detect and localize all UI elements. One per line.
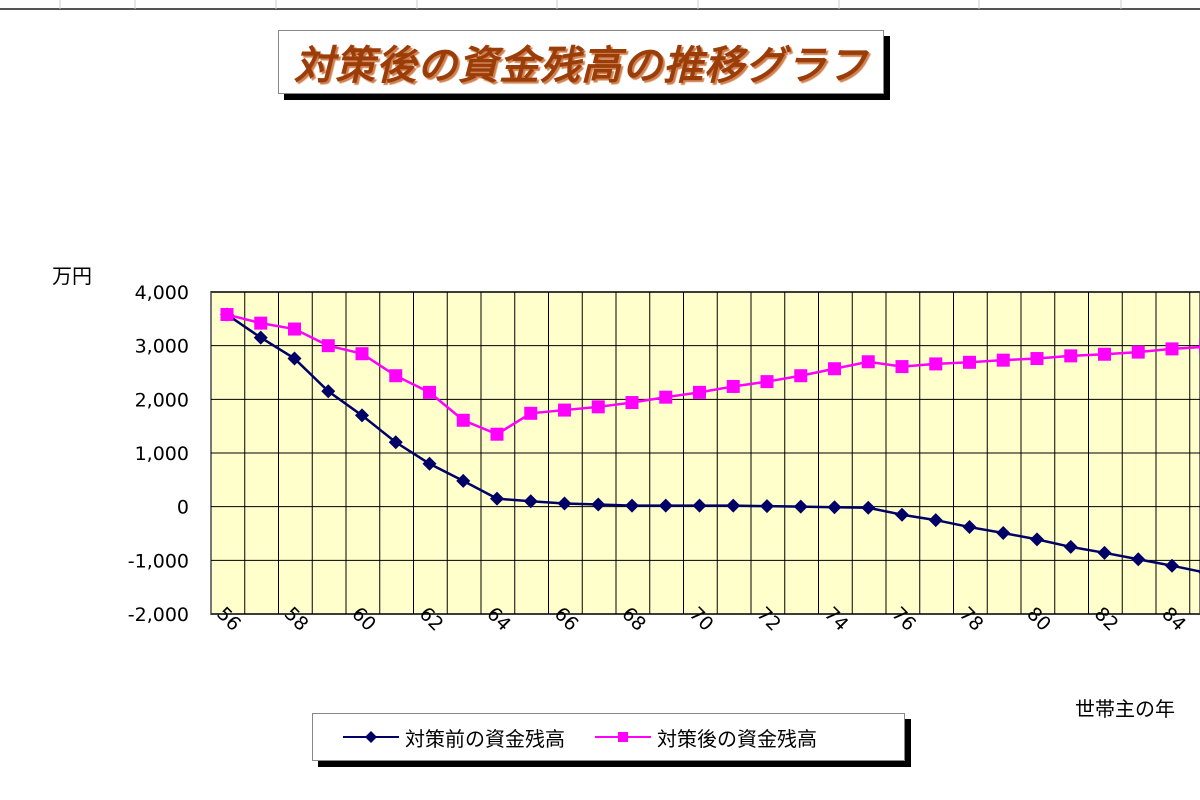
x-tick-labels: 56 58 60 62 64 66 68 70 72 74 76 78 80 82 84	[212, 603, 1190, 636]
data-point-square	[389, 369, 403, 383]
data-point-square	[996, 353, 1010, 367]
data-point-diamond	[625, 498, 639, 513]
y-tick-label: 1,000	[135, 443, 189, 465]
data-point-square	[929, 357, 943, 371]
y-tick-label: -2,000	[128, 604, 189, 626]
data-point-square	[321, 339, 335, 353]
data-point-diamond	[490, 491, 504, 506]
data-point-square	[456, 413, 470, 427]
data-point-square	[963, 355, 976, 369]
legend-label: 対策後の資金残高	[657, 726, 817, 751]
chart-title-box: 対策後の資金残高の推移グラフ	[278, 30, 884, 94]
data-point-diamond	[928, 513, 943, 528]
data-point-diamond	[523, 494, 538, 509]
data-point-diamond	[1063, 539, 1078, 554]
chart-title: 対策後の資金残高の推移グラフ	[294, 43, 868, 89]
data-point-square	[794, 369, 808, 383]
data-point-square	[423, 385, 436, 399]
data-point-diamond	[692, 498, 707, 513]
data-point-square	[524, 406, 538, 420]
data-point-square	[659, 390, 673, 404]
diamond-marker-icon	[343, 731, 399, 743]
data-point-square	[693, 385, 706, 399]
data-point-diamond	[793, 499, 808, 514]
y-tick-label: 4,000	[135, 282, 189, 304]
legend: 対策前の資金残高 対策後の資金残高	[312, 713, 905, 761]
data-point-square	[591, 400, 605, 414]
data-point-diamond	[760, 499, 774, 514]
data-point-square	[625, 396, 639, 410]
data-point-square	[254, 316, 268, 330]
data-point-diamond	[658, 498, 673, 513]
y-tick-label: -1,000	[128, 550, 189, 572]
data-point-diamond	[321, 384, 336, 399]
data-point-diamond	[726, 498, 741, 513]
data-point-diamond	[422, 456, 437, 471]
data-point-square	[1030, 352, 1044, 366]
data-point-square	[726, 379, 740, 393]
data-point-square	[1098, 347, 1111, 361]
data-point-diamond	[996, 525, 1011, 540]
data-point-square	[895, 360, 909, 374]
data-point-square	[1131, 345, 1145, 359]
data-point-diamond	[287, 351, 302, 366]
data-point-square	[1064, 349, 1078, 363]
data-point-square	[1165, 342, 1179, 356]
gridlines	[211, 291, 1200, 615]
data-point-diamond	[861, 500, 876, 515]
data-point-diamond	[355, 408, 369, 423]
data-point-diamond	[962, 520, 977, 535]
data-point-diamond	[1131, 552, 1146, 567]
data-point-square	[558, 403, 571, 417]
data-point-diamond	[591, 497, 606, 512]
data-point-square	[861, 355, 875, 369]
y-tick-label: 3,000	[135, 336, 189, 358]
data-point-square	[355, 347, 369, 361]
series-layer	[220, 307, 1200, 574]
legend-item-before: 対策前の資金残高	[343, 723, 565, 752]
data-point-diamond	[253, 330, 268, 345]
data-point-diamond	[388, 435, 403, 450]
y-axis-label: 万円	[52, 264, 92, 288]
data-point-diamond	[895, 507, 909, 522]
data-point-diamond	[557, 496, 572, 511]
square-marker-icon	[595, 732, 651, 742]
y-tick-labels: 4,000 3,000 2,000 1,000 0 -1,000 -2,000	[128, 282, 189, 626]
y-tick-label: 0	[177, 497, 189, 519]
data-point-diamond	[1030, 532, 1044, 547]
data-point-square	[288, 322, 301, 336]
data-point-diamond	[827, 500, 842, 515]
data-point-square	[490, 427, 504, 441]
data-point-diamond	[1097, 545, 1112, 560]
data-point-square	[220, 308, 234, 322]
data-point-square	[760, 375, 774, 389]
y-tick-label: 2,000	[135, 389, 189, 411]
legend-label: 対策前の資金残高	[405, 726, 565, 751]
data-point-diamond	[456, 473, 471, 488]
spreadsheet-grid	[0, 0, 1200, 10]
legend-item-after: 対策後の資金残高	[595, 723, 817, 752]
data-point-square	[828, 362, 841, 376]
data-point-diamond	[1165, 558, 1179, 573]
x-axis-label: 世帯主の年	[1075, 697, 1175, 721]
